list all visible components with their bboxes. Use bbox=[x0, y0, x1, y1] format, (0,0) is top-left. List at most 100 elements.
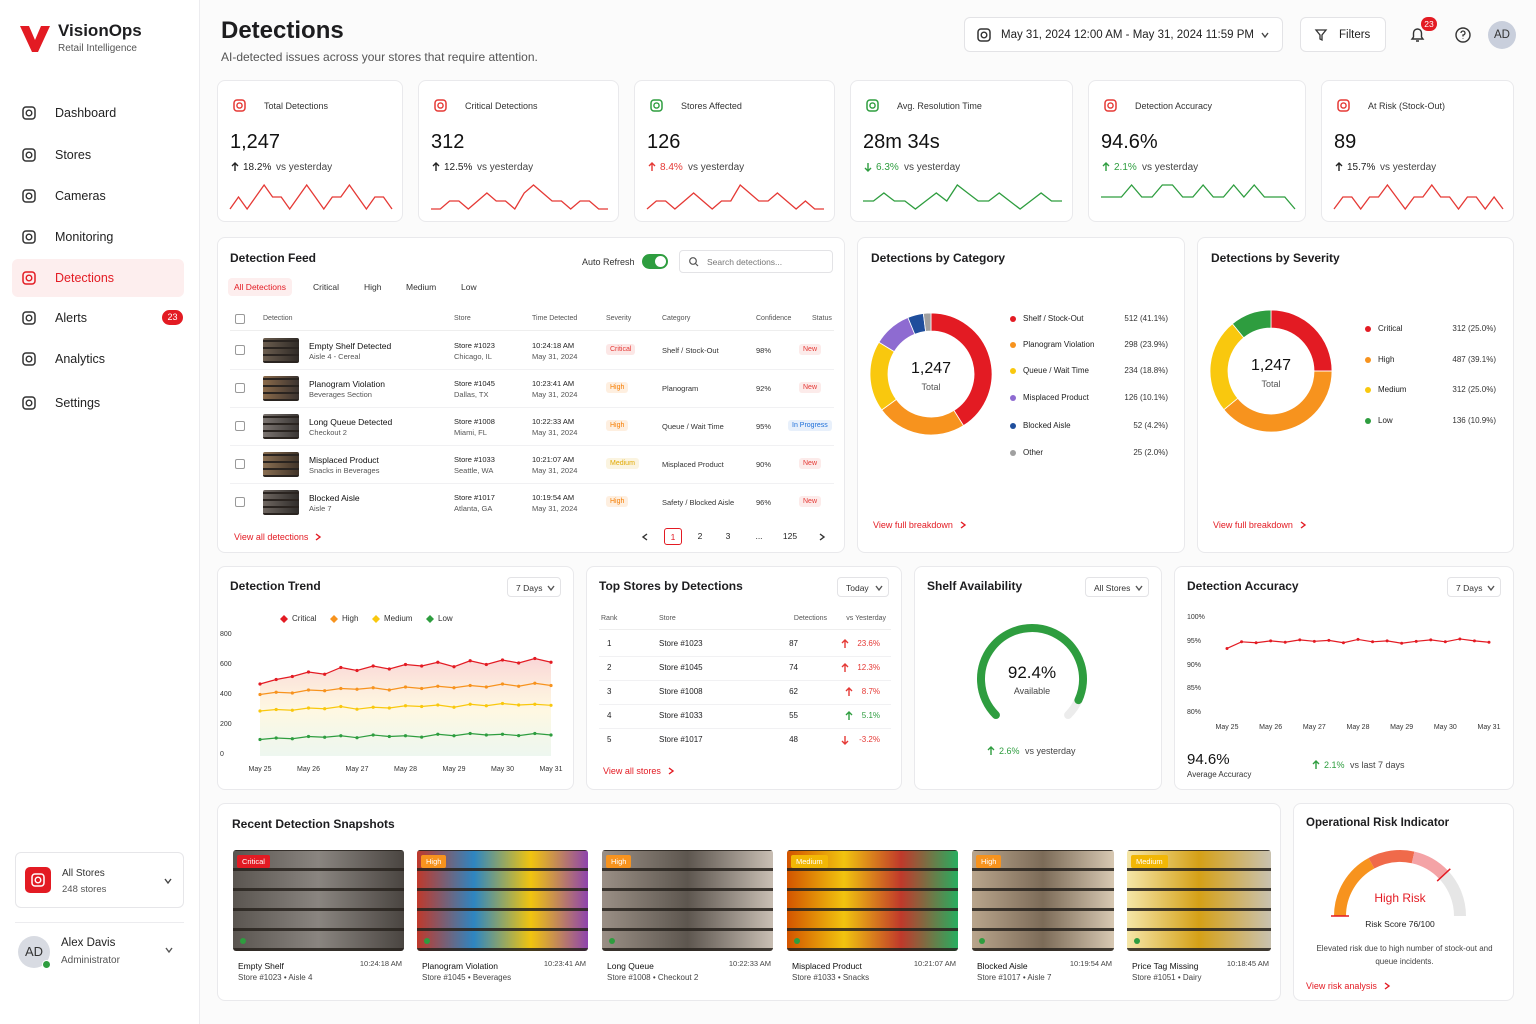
checkbox[interactable] bbox=[235, 497, 245, 507]
icon bbox=[22, 189, 36, 203]
detection-subtitle: Aisle 4 - Cereal bbox=[309, 352, 361, 361]
filter-tab[interactable]: Critical bbox=[313, 282, 339, 292]
line-chart bbox=[258, 656, 553, 756]
column-header: Confidence bbox=[756, 315, 792, 322]
search-box[interactable]: Search detections... bbox=[679, 250, 833, 273]
icon-shape bbox=[34, 876, 42, 884]
data-point bbox=[533, 731, 537, 736]
page-button[interactable]: ... bbox=[755, 531, 763, 541]
detection-title: Empty Shelf Detected bbox=[309, 341, 392, 351]
data-point bbox=[452, 734, 456, 738]
checkbox[interactable] bbox=[235, 459, 245, 469]
date-picker[interactable]: May 31, 2024 12:00 AM - May 31, 2024 11:… bbox=[964, 17, 1283, 52]
link[interactable]: View full breakdown bbox=[1213, 520, 1293, 530]
nav-item[interactable]: Settings bbox=[12, 384, 184, 422]
legend-shape bbox=[280, 615, 288, 623]
column-header: Store bbox=[454, 315, 471, 322]
chevron-shape bbox=[1384, 982, 1391, 990]
legend-label: Medium bbox=[384, 614, 413, 623]
snapshot-image[interactable]: High bbox=[417, 850, 588, 951]
legend-value: 512 (41.1%) bbox=[1124, 314, 1168, 323]
chevron-shape bbox=[875, 585, 883, 592]
filter-tab[interactable]: All Detections bbox=[228, 278, 292, 296]
data-point bbox=[549, 733, 553, 737]
link[interactable]: View full breakdown bbox=[873, 520, 953, 530]
category: Safety / Blocked Aisle bbox=[662, 498, 735, 507]
snapshot-image[interactable]: Medium bbox=[1127, 850, 1271, 951]
severity-badge: Medium bbox=[1131, 855, 1168, 868]
logo-shape bbox=[20, 26, 50, 52]
snapshot-image[interactable]: Critical bbox=[233, 850, 404, 951]
nav-label: Stores bbox=[55, 148, 92, 162]
store-name: Store #1033 bbox=[454, 455, 495, 464]
nav-item[interactable]: Cameras bbox=[12, 177, 184, 215]
checkbox[interactable] bbox=[235, 345, 245, 355]
legend-dot bbox=[1010, 316, 1016, 322]
y-tick-label: 90% bbox=[1187, 661, 1202, 669]
icon bbox=[31, 873, 45, 887]
dropdown[interactable]: Today bbox=[837, 577, 889, 597]
legend-dot bbox=[1365, 418, 1371, 424]
data-point bbox=[258, 709, 262, 713]
filter-tab[interactable]: Medium bbox=[406, 282, 437, 292]
filter-tab[interactable]: Low bbox=[461, 282, 477, 292]
page-button[interactable]: 1 bbox=[664, 528, 682, 545]
nav-item[interactable]: Analytics bbox=[12, 340, 184, 378]
snapshot-time: 10:23:41 AM bbox=[543, 959, 586, 968]
row-divider bbox=[599, 728, 891, 729]
chevron-shape bbox=[1487, 585, 1495, 592]
snapshot-image[interactable]: High bbox=[972, 850, 1114, 951]
nav-item[interactable]: Dashboard bbox=[12, 94, 184, 132]
snapshot-image[interactable]: High bbox=[602, 850, 773, 951]
legend-label: Queue / Wait Time bbox=[1023, 366, 1089, 375]
data-point bbox=[549, 660, 553, 664]
link[interactable]: View all stores bbox=[603, 766, 661, 776]
risk-indicator: Operational Risk Indicator High Risk Risk … bbox=[1293, 803, 1514, 1001]
auto-refresh-toggle[interactable] bbox=[642, 254, 668, 269]
snapshot-image[interactable]: Medium bbox=[787, 850, 958, 951]
store-selector[interactable]: All Stores 248 stores bbox=[15, 852, 184, 908]
status-dot bbox=[609, 938, 615, 944]
page-button[interactable]: 2 bbox=[697, 531, 703, 541]
comparison: vs yesterday bbox=[1025, 746, 1076, 756]
icon-shape bbox=[437, 102, 444, 109]
x-tick-label: May 28 bbox=[1346, 724, 1370, 731]
header-avatar[interactable]: AD bbox=[1488, 21, 1516, 49]
chevron-shape bbox=[165, 947, 173, 954]
icon bbox=[22, 311, 36, 325]
kpi-value: 28m 34s bbox=[863, 131, 940, 153]
row-divider bbox=[599, 656, 891, 657]
dropdown[interactable]: All Stores bbox=[1085, 577, 1149, 597]
page-button[interactable]: 125 bbox=[782, 531, 798, 541]
auto-refresh-label: Auto Refresh bbox=[582, 257, 635, 267]
donut-chart bbox=[1209, 309, 1333, 433]
data-point bbox=[339, 686, 343, 691]
trend-arrow bbox=[1102, 162, 1110, 171]
store-location: Dallas, TX bbox=[454, 390, 489, 399]
detections-by-category: Detections by Category Shelf / Stock-Out 5… bbox=[857, 237, 1185, 553]
checkbox[interactable] bbox=[235, 383, 245, 393]
nav-item[interactable]: Alerts 23 bbox=[12, 299, 184, 337]
data-point bbox=[323, 689, 327, 693]
notification-badge[interactable]: 23 bbox=[1421, 17, 1437, 31]
link[interactable]: View risk analysis bbox=[1306, 981, 1377, 991]
page-button[interactable]: 3 bbox=[725, 531, 731, 541]
link[interactable]: View all detections bbox=[234, 532, 309, 542]
sparkline-line bbox=[646, 183, 824, 210]
checkbox[interactable] bbox=[235, 421, 245, 431]
risk-level: High Risk bbox=[1374, 891, 1426, 905]
snapshot-time: 10:22:33 AM bbox=[728, 959, 771, 968]
nav-badge: 23 bbox=[162, 310, 183, 325]
kpi-comparison: vs yesterday bbox=[904, 162, 961, 173]
filters-button[interactable]: Filters bbox=[1300, 17, 1386, 52]
detection-subtitle: Checkout 2 bbox=[309, 428, 347, 437]
dropdown[interactable]: 7 Days bbox=[507, 577, 561, 597]
dropdown[interactable]: 7 Days bbox=[1447, 577, 1501, 597]
nav-label: Cameras bbox=[55, 189, 106, 203]
nav-item[interactable]: Stores bbox=[12, 136, 184, 174]
filter-tab[interactable]: High bbox=[364, 282, 382, 292]
nav-item[interactable]: Detections bbox=[12, 259, 184, 297]
data-point bbox=[355, 687, 359, 691]
nav-item[interactable]: Monitoring bbox=[12, 218, 184, 256]
data-point bbox=[1487, 640, 1491, 644]
